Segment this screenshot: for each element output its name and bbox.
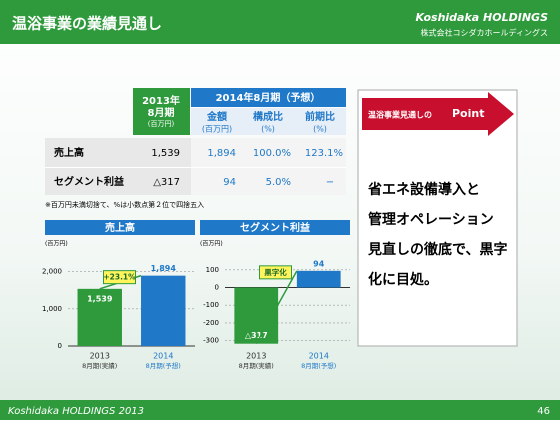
th: 構成比 <box>253 110 283 123</box>
trend-arrow <box>255 270 298 345</box>
chart-title: セグメント利益 <box>240 221 310 234</box>
annotation-box <box>103 270 136 285</box>
point-line: 管理オペレーション <box>368 211 494 228</box>
y-tick-label: 2,000 <box>42 268 62 276</box>
cell <box>133 88 190 135</box>
point-text: 省エネ設備導入と 管理オペレーション 見直しの徹底で、黒字 化に目処。 <box>367 181 507 288</box>
table: 2013年 8月期 (百万円) 2014年8月期（予想） 金額 (百万円) 構成… <box>45 88 346 195</box>
x-tick-label: 2013 <box>246 352 266 361</box>
point-line: 見直しの徹底で、黒字 <box>367 241 507 258</box>
bar <box>141 275 186 346</box>
th: 8月期 <box>148 106 175 119</box>
banner-emph: Point <box>452 107 484 120</box>
chart-header <box>45 220 195 235</box>
td: 94 <box>223 177 236 188</box>
bar <box>234 287 279 344</box>
th: (%) <box>313 125 327 134</box>
note: ※百万円未満切捨て、%は小数点第２位で四捨五入 <box>45 200 204 209</box>
value-label: 94 <box>313 259 325 268</box>
banner-text: 温浴事業見通しの <box>368 110 432 120</box>
td: 100.0% <box>253 148 291 159</box>
th: (%) <box>261 125 275 134</box>
logo: Koshidaka HOLDINGS <box>416 11 549 24</box>
td: 1,539 <box>151 148 180 159</box>
td: 123.1% <box>305 148 343 159</box>
th: (百万円) <box>148 120 175 128</box>
page-number: 46 <box>537 406 550 417</box>
cell <box>191 88 346 107</box>
y-tick-label: 100 <box>206 266 219 274</box>
point-line: 省エネ設備導入と <box>367 181 480 198</box>
chart-header <box>200 220 350 235</box>
x-sublabel: 8月期(予想) <box>301 361 336 370</box>
value-label: △317 <box>245 331 268 340</box>
company: 株式会社コシダカホールディングス <box>421 28 548 38</box>
td: セグメント利益 <box>54 175 124 188</box>
chart-title: 売上高 <box>105 221 135 234</box>
x-tick-label: 2014 <box>153 352 173 361</box>
td: 5.0% <box>266 177 291 188</box>
annotation: +23.1% <box>103 273 136 282</box>
y-tick-label: -300 <box>203 337 219 345</box>
td: 1,894 <box>207 148 236 159</box>
point-line: 化に目処。 <box>368 271 438 288</box>
footer-bar <box>0 400 560 420</box>
td: − <box>326 177 334 188</box>
unit-label: (百万円) <box>200 241 223 248</box>
x-sublabel: 8月期(予想) <box>146 361 181 370</box>
x-sublabel: 8月期(実績) <box>82 361 117 370</box>
y-tick-label: 1,000 <box>42 305 62 313</box>
footer-brand: Koshidaka HOLDINGS 2013 <box>8 406 144 417</box>
point-banner <box>362 92 514 136</box>
th: 2014年8月期（予想） <box>216 91 321 104</box>
th: 前期比 <box>305 110 335 123</box>
x-tick-label: 2013 <box>90 352 110 361</box>
y-tick-label: -200 <box>203 319 219 327</box>
annotation-box <box>259 265 292 280</box>
td: 売上高 <box>54 146 84 159</box>
th: 金額 <box>206 110 227 123</box>
td: △317 <box>153 177 180 188</box>
x-sublabel: 8月期(実績) <box>239 361 274 370</box>
cell <box>191 138 346 195</box>
bar <box>296 270 341 288</box>
th: (百万円) <box>202 125 232 134</box>
value-label: 1,539 <box>87 294 113 303</box>
annotation: 黒字化 <box>264 267 287 277</box>
cell <box>191 108 346 135</box>
bar <box>77 288 122 346</box>
slide-title: 温浴事業の業績見通し <box>12 15 162 33</box>
unit-label: (百万円) <box>45 241 68 248</box>
y-tick-label: 0 <box>215 284 219 292</box>
header-bar <box>0 0 560 44</box>
value-label: 1,894 <box>151 264 177 273</box>
th: 2013年 <box>142 94 180 107</box>
y-tick-label: 0 <box>58 342 62 350</box>
y-tick-label: -100 <box>203 301 219 309</box>
x-tick-label: 2014 <box>309 352 329 361</box>
